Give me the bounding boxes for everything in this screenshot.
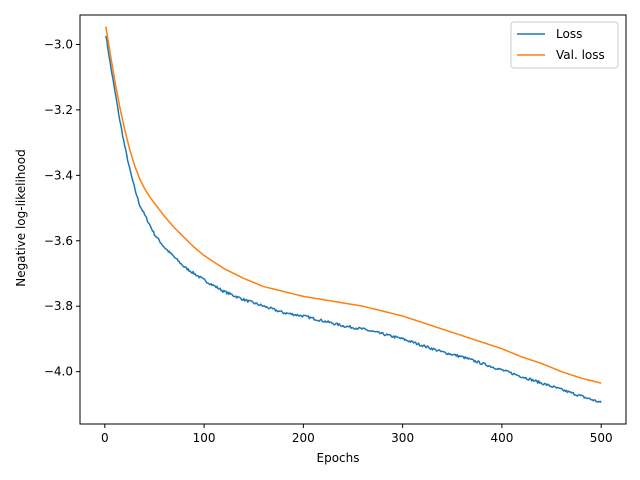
axes-layer: 0 100 200 300 400 500 −3.0 −3.2 −3.4 −3.6 −3.8 −4.0 <box>44 14 627 445</box>
y-tick-label: −3.2 <box>44 103 73 117</box>
y-tick-label: −3.0 <box>44 37 73 51</box>
axes-frame <box>79 14 627 425</box>
y-tick-label: −3.4 <box>44 168 73 182</box>
y-tick-label: −4.0 <box>44 365 73 379</box>
x-tick-label: 200 <box>292 431 315 445</box>
legend: Loss Val. loss <box>510 21 619 69</box>
x-tick-label: 300 <box>391 431 414 445</box>
x-tick-label: 0 <box>101 431 109 445</box>
series-line-val-loss <box>105 26 602 384</box>
x-tick-label: 100 <box>193 431 216 445</box>
x-tick-label: 500 <box>590 431 613 445</box>
series-layer <box>105 26 602 404</box>
legend-entry-loss: Loss <box>556 27 582 41</box>
x-tick-label: 400 <box>490 431 513 445</box>
y-tick-label: −3.8 <box>44 299 73 313</box>
x-axis-label: Epochs <box>317 451 360 465</box>
y-tick-label: −3.6 <box>44 234 73 248</box>
series-line-loss <box>105 35 602 404</box>
legend-entry-val-loss: Val. loss <box>556 48 605 62</box>
y-axis-label: Negative log-likelihood <box>14 149 28 286</box>
